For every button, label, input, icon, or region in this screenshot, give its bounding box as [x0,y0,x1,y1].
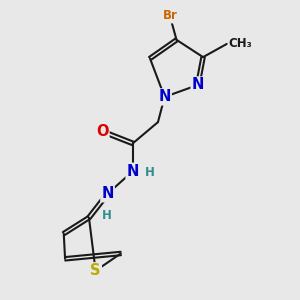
Text: N: N [192,77,204,92]
Text: H: H [145,166,154,179]
Text: N: N [101,186,114,201]
Text: H: H [102,208,112,221]
Text: N: N [158,89,171,104]
Text: N: N [127,164,139,179]
Text: CH₃: CH₃ [228,37,252,50]
Text: S: S [90,263,101,278]
Text: Br: Br [163,10,177,22]
Text: O: O [96,124,109,139]
